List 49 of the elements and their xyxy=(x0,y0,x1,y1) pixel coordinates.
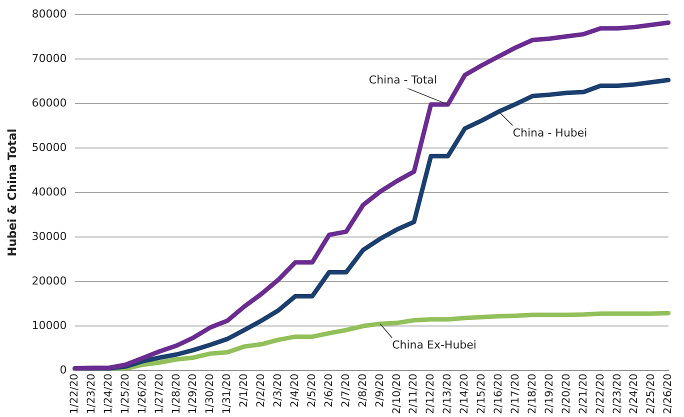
x-tick-label: 2/17/20 xyxy=(509,374,522,414)
y-tick-label: 70000 xyxy=(32,52,67,65)
x-tick-label: 2/18/20 xyxy=(526,374,538,414)
y-axis-title: Hubei & China Total xyxy=(4,128,19,256)
y-tick-label: 80000 xyxy=(32,7,67,20)
x-tick-label: 1/31/20 xyxy=(221,374,234,414)
x-tick-label: 2/2/20 xyxy=(255,374,268,408)
series-label: China - Hubei xyxy=(512,126,588,140)
x-tick-label: 2/14/20 xyxy=(458,374,471,414)
x-tick-label: 1/27/20 xyxy=(153,374,166,414)
y-tick-label: 0 xyxy=(60,363,67,376)
x-tick-label: 1/23/20 xyxy=(85,374,98,414)
y-tick-label: 20000 xyxy=(32,274,67,288)
x-tick-label: 2/22/20 xyxy=(594,374,606,414)
x-tick-label: 2/8/20 xyxy=(356,374,369,408)
x-tick-label: 1/25/20 xyxy=(119,374,132,414)
x-tick-label: 2/23/20 xyxy=(611,374,624,414)
x-tick-label: 2/20/20 xyxy=(560,374,572,414)
x-tick-label: 2/4/20 xyxy=(289,374,302,408)
x-tick-label: 2/12/20 xyxy=(424,374,437,414)
series-label: China - Total xyxy=(368,73,437,86)
y-tick-label: 10000 xyxy=(32,318,67,332)
y-tick-label: 60000 xyxy=(32,96,67,110)
x-tick-label: 2/24/20 xyxy=(628,374,640,414)
x-tick-label: 2/11/20 xyxy=(408,374,420,414)
x-tick-label: 2/13/20 xyxy=(442,374,454,414)
x-tick-label: 1/29/20 xyxy=(187,374,200,414)
x-tick-label: 2/16/20 xyxy=(492,374,505,414)
x-tick-label: 2/21/20 xyxy=(577,374,590,414)
x-tick-label: 2/10/20 xyxy=(390,374,403,414)
x-tick-label: 1/28/20 xyxy=(170,374,182,414)
x-tick-label: 2/6/20 xyxy=(322,374,335,408)
x-tick-label: 1/26/20 xyxy=(136,374,148,414)
x-tick-label: 2/1/20 xyxy=(238,374,250,408)
x-tick-label: 2/7/20 xyxy=(340,374,352,408)
y-tick-label: 50000 xyxy=(32,140,67,154)
x-tick-label: 2/9/20 xyxy=(374,374,386,408)
x-tick-label: 2/3/20 xyxy=(272,374,284,408)
x-tick-label: 2/15/20 xyxy=(476,374,488,414)
series-label: China Ex-Hubei xyxy=(392,338,476,352)
x-tick-label: 1/22/20 xyxy=(68,374,81,414)
y-tick-label: 40000 xyxy=(32,185,67,198)
x-tick-label: 2/19/20 xyxy=(543,374,556,414)
x-tick-label: 2/26/20 xyxy=(662,374,674,414)
x-tick-label: 1/30/20 xyxy=(204,374,216,414)
x-tick-label: 1/24/20 xyxy=(102,374,114,414)
x-tick-label: 2/5/20 xyxy=(306,374,318,408)
y-tick-label: 30000 xyxy=(32,230,67,243)
x-tick-label: 2/25/20 xyxy=(645,374,658,414)
